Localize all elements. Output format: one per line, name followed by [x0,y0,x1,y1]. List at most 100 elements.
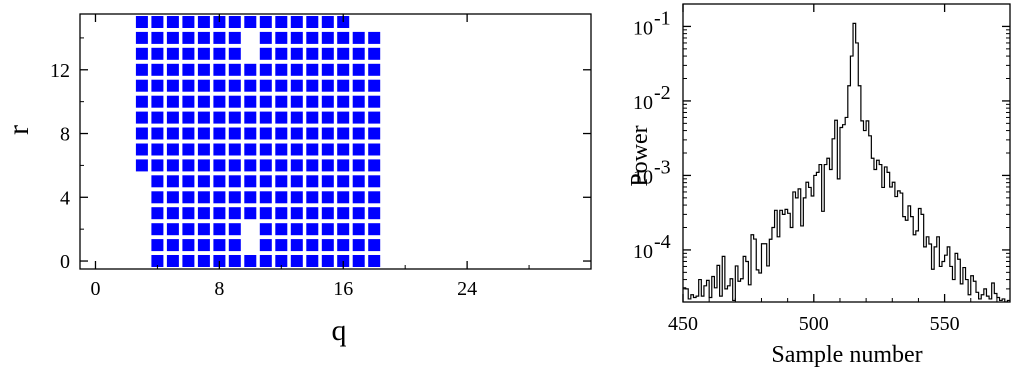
lattice-point [166,79,179,92]
lattice-point [259,63,272,76]
lattice-point [166,16,179,28]
lattice-point [244,111,257,124]
lattice-point [151,31,164,44]
lattice-point [259,143,272,156]
lattice-points [135,16,381,267]
x-tick-label: 0 [90,278,100,300]
lattice-point [182,223,195,236]
lattice-point [135,16,148,28]
lattice-point [244,207,257,220]
lattice-point [228,47,241,60]
lattice-point [182,47,195,60]
lattice-point [290,111,303,124]
lattice-point [337,143,350,156]
lattice-point [321,143,334,156]
lattice-point [275,255,288,267]
lattice-point [368,111,381,124]
lattice-point [182,95,195,108]
lattice-point [321,127,334,140]
lattice-point [182,63,195,76]
lattice-point [197,175,210,188]
lattice-point [228,207,241,220]
lattice-point [166,127,179,140]
lattice-point [306,127,319,140]
y-tick-base: 10 [633,17,653,39]
lattice-point [151,191,164,204]
lattice-point [352,239,365,252]
lattice-point [228,63,241,76]
lattice-point [244,127,257,140]
lattice-point [352,79,365,92]
lattice-point [182,207,195,220]
lattice-point [306,159,319,172]
lattice-point [182,239,195,252]
lattice-point [151,255,164,267]
lattice-point [306,255,319,267]
lattice-point [368,31,381,44]
power-spectrum-line [683,22,1010,302]
lattice-point [197,31,210,44]
lattice-point [275,239,288,252]
lattice-point [135,95,148,108]
lattice-point [290,63,303,76]
lattice-point [166,63,179,76]
lattice-point [151,63,164,76]
lattice-point [228,143,241,156]
left-axis-ticks: 0 8 16 24 0 4 8 12 [50,14,591,300]
lattice-point [166,111,179,124]
lattice-point [290,191,303,204]
lattice-point [290,95,303,108]
lattice-point [213,47,226,60]
lattice-point [352,31,365,44]
lattice-point [259,111,272,124]
lattice-point [213,31,226,44]
y-tick-base: 10 [633,92,653,114]
lattice-point [213,159,226,172]
lattice-point [368,175,381,188]
y-tick-label: 8 [60,124,70,146]
lattice-point [259,95,272,108]
lattice-point [306,63,319,76]
y-tick-label: 10 [633,92,653,114]
lattice-point [259,16,272,28]
lattice-point [182,111,195,124]
lattice-point [275,175,288,188]
lattice-point [151,159,164,172]
lattice-point [197,223,210,236]
lattice-point [352,191,365,204]
lattice-point [213,143,226,156]
lattice-point [275,47,288,60]
lattice-point [275,223,288,236]
lattice-point [321,79,334,92]
lattice-point [259,207,272,220]
lattice-point [368,63,381,76]
lattice-point [321,175,334,188]
lattice-point [228,191,241,204]
x-tick-label: 450 [668,313,698,335]
y-tick-label: 10 [633,17,653,39]
y-tick-label: 0 [60,251,70,273]
lattice-point [368,159,381,172]
lattice-point [135,79,148,92]
lattice-point [244,255,257,267]
lattice-point [182,127,195,140]
lattice-point [290,31,303,44]
lattice-point [228,111,241,124]
lattice-point [321,95,334,108]
lattice-point [368,223,381,236]
lattice-point [306,16,319,28]
lattice-point [337,79,350,92]
lattice-point [213,63,226,76]
lattice-point [321,63,334,76]
lattice-point [244,16,257,28]
lattice-point [321,16,334,28]
lattice-point [275,111,288,124]
lattice-point [368,95,381,108]
y-tick-label: 10 [633,166,653,188]
lattice-point [275,63,288,76]
lattice-point [166,31,179,44]
lattice-point [352,207,365,220]
lattice-point [135,159,148,172]
left-y-axis-title: r [2,125,35,135]
